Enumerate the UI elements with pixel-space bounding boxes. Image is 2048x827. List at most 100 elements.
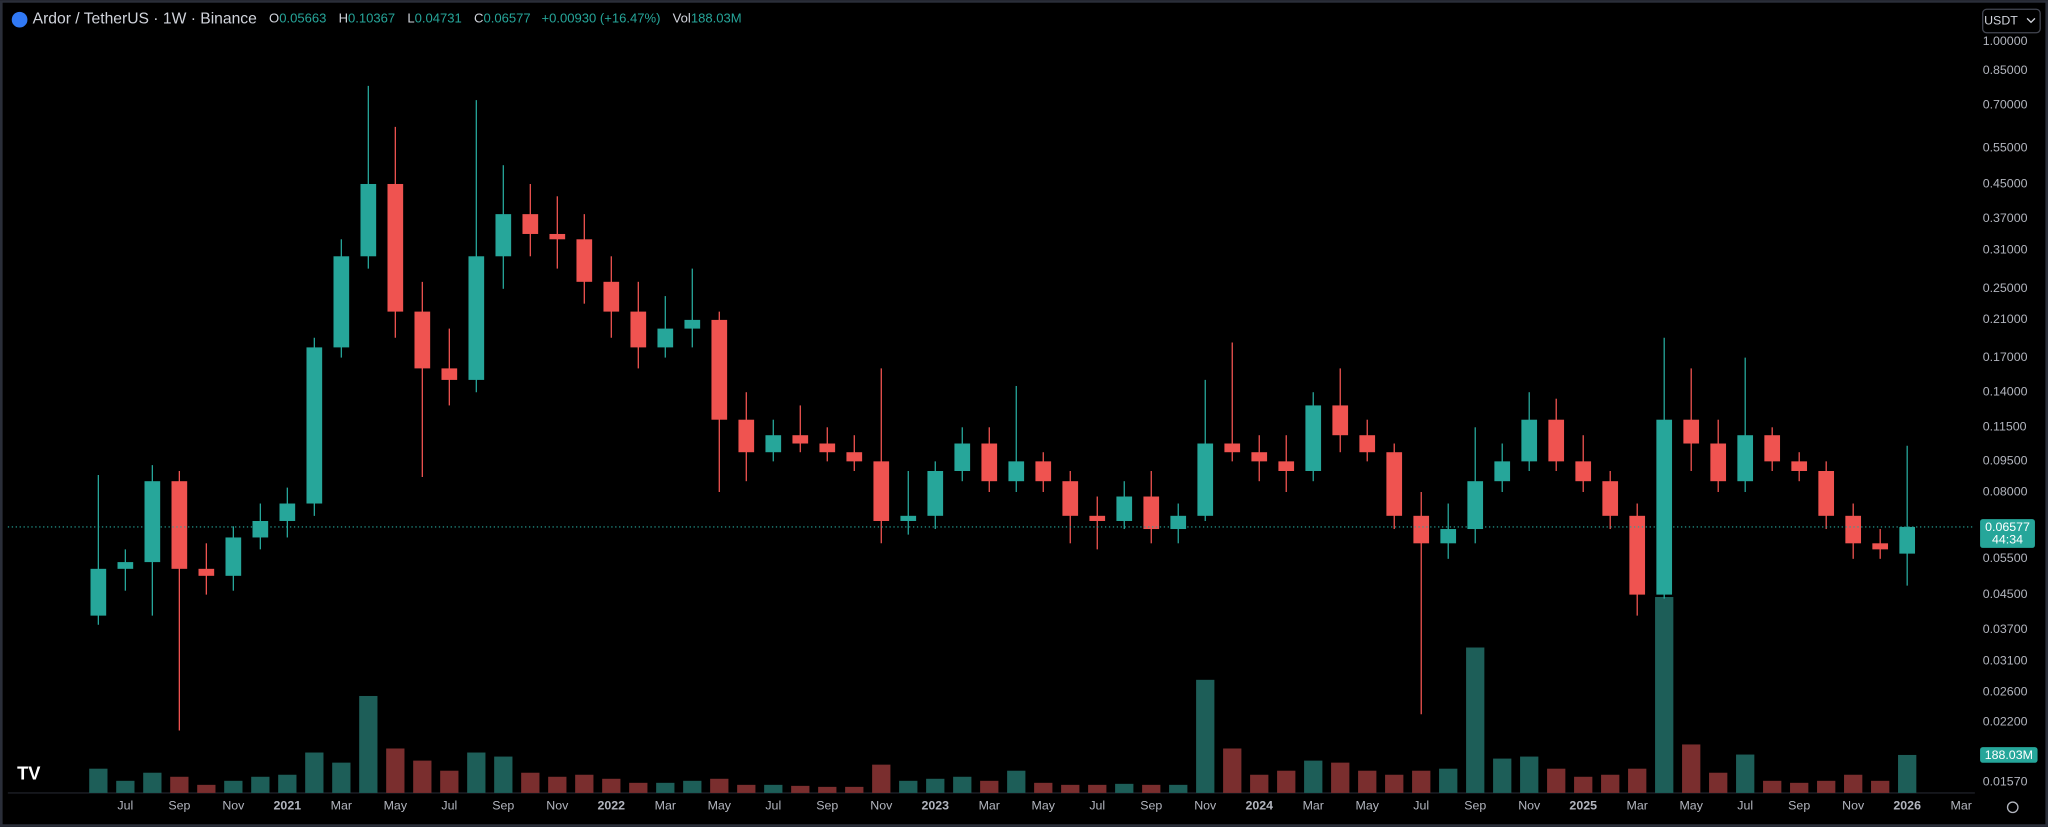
volume-bar: [656, 782, 675, 793]
candle-body: [1089, 515, 1106, 521]
volume-bar: [1736, 754, 1755, 793]
x-tick-label: Nov: [1194, 798, 1217, 812]
volume-bar: [1088, 784, 1107, 793]
volume-bar: [1196, 679, 1215, 793]
candle-body: [225, 537, 242, 576]
candle-body: [1494, 461, 1511, 482]
volume-bar: [872, 764, 891, 793]
x-tick-label: Sep: [1140, 798, 1162, 812]
x-tick-label: Nov: [1518, 798, 1541, 812]
current-price-box: [1980, 519, 2035, 548]
volume-bar: [602, 778, 621, 793]
volume-bar: [1898, 754, 1917, 793]
currency-button[interactable]: [1982, 8, 2041, 34]
volume-bar: [1034, 782, 1053, 793]
candle-body: [1224, 443, 1241, 453]
x-tick-label: May: [384, 798, 408, 812]
candle-body: [1251, 452, 1268, 462]
countdown: 44:34: [1992, 532, 2023, 546]
candle-body: [1170, 515, 1187, 530]
volume-bar: [1763, 780, 1782, 793]
volume-bar: [548, 776, 567, 793]
volume-bar: [818, 786, 837, 793]
volume-bar: [197, 784, 216, 793]
volume-bar: [1385, 774, 1404, 793]
x-tick-label: 2022: [598, 798, 626, 812]
candle-body: [1629, 515, 1646, 595]
candle-body: [1683, 419, 1700, 444]
symbol-title: Ardor / TetherUS · 1W · Binance: [33, 11, 257, 28]
candle-body: [252, 520, 269, 538]
current-price-label: 0.06577: [1985, 520, 2030, 534]
candle-body: [1764, 435, 1781, 462]
candle-body: [1845, 515, 1862, 544]
logo[interactable]: TV: [17, 762, 41, 783]
x-tick-label: Mar: [1951, 798, 1972, 812]
candle-body: [495, 214, 512, 257]
candle-body: [846, 452, 863, 462]
x-tick-label: Sep: [1788, 798, 1810, 812]
stat-value: 0.06577: [483, 11, 530, 26]
candle-body: [144, 481, 161, 563]
x-tick-label: Sep: [168, 798, 190, 812]
candle-body: [1143, 496, 1160, 530]
candle-body: [414, 311, 431, 369]
volume-bar: [1115, 783, 1134, 793]
volume-bar: [1574, 776, 1593, 793]
header: Ardor / TetherUS · 1W · Binance O0.05663…: [33, 11, 742, 28]
stat-value: 0.10367: [348, 11, 395, 26]
candle-body: [1278, 461, 1295, 472]
currency-label[interactable]: USDT: [1984, 13, 2018, 27]
x-tick-label: Sep: [816, 798, 838, 812]
candle-body: [306, 347, 323, 504]
candle-body: [171, 481, 188, 569]
settings-icon[interactable]: [2006, 801, 2019, 814]
volume-bar: [386, 748, 405, 793]
y-tick-label: 0.03100: [1983, 653, 2028, 667]
volume-bar: [521, 772, 540, 793]
volume-bar: [224, 780, 243, 793]
volume-bar: [1601, 774, 1620, 793]
volume-bar: [683, 780, 702, 793]
x-tick-label: Jul: [117, 798, 133, 812]
volume-label: 188.03M: [1985, 748, 2033, 762]
y-tick-label: 0.45000: [1983, 176, 2028, 190]
volume-bar: [413, 760, 432, 793]
stat-value: 0.05663: [279, 11, 326, 26]
candle-body: [576, 239, 593, 282]
volume-bar: [1223, 748, 1242, 793]
y-tick-label: 0.04500: [1983, 587, 2028, 601]
volume-bar: [440, 770, 459, 793]
candle-body: [1062, 481, 1079, 516]
volume-bar: [143, 772, 162, 793]
candle-body: [387, 183, 404, 312]
y-tick-label: 0.17000: [1983, 350, 2028, 364]
candle-body: [819, 443, 836, 453]
stat-label: O: [269, 11, 279, 26]
candle-body: [1575, 461, 1592, 482]
symbol-icon: [11, 11, 28, 28]
volume-bar: [1250, 774, 1269, 793]
x-tick-label: Sep: [1464, 798, 1486, 812]
candle-body: [90, 568, 107, 616]
volume-bar: [332, 762, 351, 793]
x-tick-label: Mar: [331, 798, 352, 812]
x-tick-label: Nov: [870, 798, 893, 812]
x-tick-label: 2021: [274, 798, 302, 812]
y-tick-label: 0.08000: [1983, 484, 2028, 498]
y-tick-label: 0.05500: [1983, 551, 2028, 565]
candle-body: [360, 183, 377, 257]
x-tick-label: Mar: [1303, 798, 1324, 812]
x-tick-label: Nov: [546, 798, 569, 812]
candles: [90, 85, 1916, 731]
x-tick-label: Mar: [979, 798, 1000, 812]
y-tick-label: 0.25000: [1983, 281, 2028, 295]
volume-bar: [170, 776, 189, 793]
volume-bar: [1628, 768, 1647, 793]
candle-body: [1305, 405, 1322, 472]
currency-caret[interactable]: [2026, 17, 2036, 24]
stat-label: C: [474, 11, 483, 26]
